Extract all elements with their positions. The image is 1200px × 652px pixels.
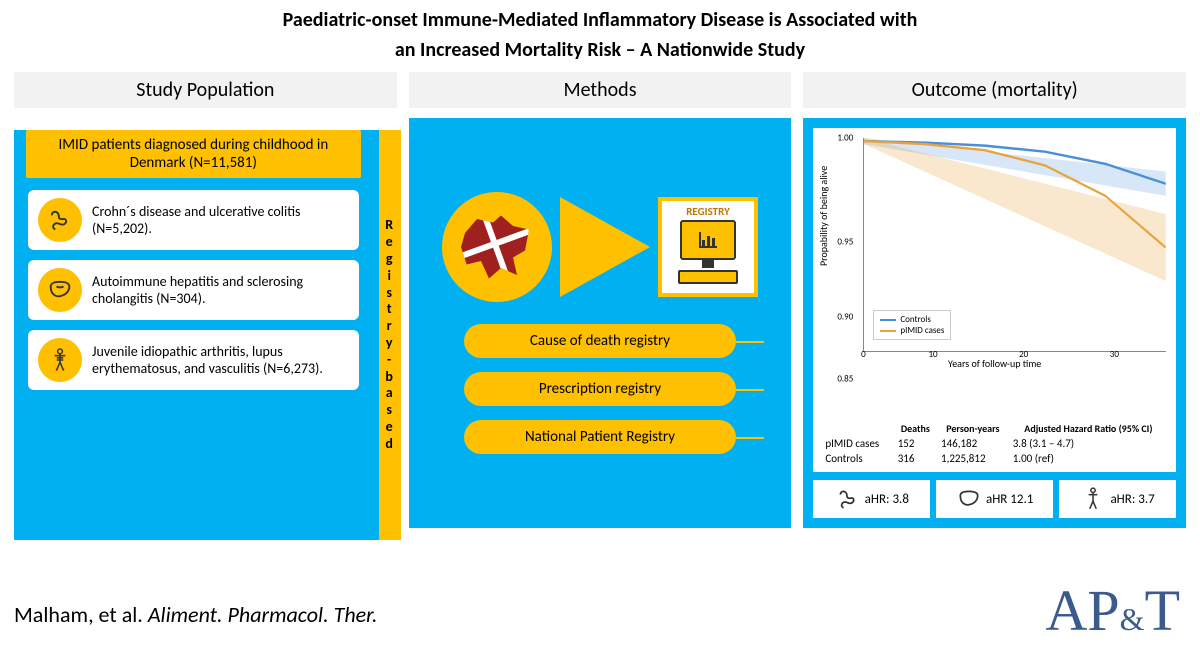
survival-chart: Propability of being alive 1.00 0.95 0.9… [813,128,1176,472]
citation-journal: Aliment. Pharmacol. Ther. [148,601,378,628]
ahr-row: aHR: 3.8 aHR 12.1 aHR: 3.7 [813,480,1176,518]
xtick: 10 [928,349,937,360]
header-methods: Methods [409,72,792,108]
panel-methods: REGISTRY Cause of death registry Prescri… [409,118,792,528]
legend-label: Controls [900,314,931,325]
ahr-label: aHR: 3.8 [865,492,909,507]
registry-flow: REGISTRY [419,192,782,302]
logo-amp: & [1120,601,1145,638]
xtick: 30 [1110,349,1119,360]
header-population: Study Population [14,72,397,108]
chart-ylabel: Propability of being alive [817,165,830,265]
ahr-box: aHR: 3.7 [1059,480,1176,518]
table-header: Deaths [894,421,937,436]
ahr-label: aHR 12.1 [986,492,1033,507]
ytick: 0.85 [837,374,853,385]
table-header [821,421,893,436]
liver-icon [956,486,982,512]
population-item: Crohn´s disease and ulcerative colitis (… [28,190,359,250]
table-cell: Controls [821,451,893,466]
ahr-label: aHR: 3.7 [1110,492,1154,507]
xtick: 0 [861,349,866,360]
ytick: 0.90 [837,312,853,323]
chart-xlabel: Years of follow-up time [948,357,1041,370]
intestine-icon [38,198,82,242]
ytick: 0.95 [837,236,853,247]
registry-based-strip: Registry-based [379,130,401,540]
registry-label: REGISTRY [686,205,730,218]
table-cell: 152 [894,436,937,451]
population-item-label: Autoimmune hepatitis and sclerosing chol… [92,273,349,308]
population-item-label: Crohn´s disease and ulcerative colitis (… [92,203,349,238]
title-line-2: an Increased Mortality Risk – A Nationwi… [0,32,1200,72]
citation: Malham, et al. Aliment. Pharmacol. Ther. [14,601,377,628]
outcome-table: Deaths Person-years Adjusted Hazard Rati… [821,421,1168,466]
legend-label: pIMID cases [900,325,944,336]
liver-icon [38,268,82,312]
table-row: pIMID cases 152 146,182 3.8 (3.1 – 4.7) [821,436,1168,451]
denmark-map-icon [442,192,552,302]
population-item: Juvenile idiopathic arthritis, lupus ery… [28,330,359,390]
population-item-label: Juvenile idiopathic arthritis, lupus ery… [92,343,349,378]
intestine-icon [835,486,861,512]
logo-a: A [1046,577,1088,644]
table-cell: 3.8 (3.1 – 4.7) [1009,436,1168,451]
population-item: Autoimmune hepatitis and sclerosing chol… [28,260,359,320]
panel-outcome: Propability of being alive 1.00 0.95 0.9… [803,118,1186,528]
table-cell: 316 [894,451,937,466]
logo-t: T [1145,577,1180,644]
panels-row: IMID patients diagnosed during childhood… [0,108,1200,528]
registry-pill: Cause of death registry [464,324,736,358]
chart-legend: Controls pIMID cases [873,310,951,340]
legend-swatch [880,319,896,321]
ytick: 1.00 [837,133,853,144]
table-cell: pIMID cases [821,436,893,451]
title-line-1: Paediatric-onset Immune-Mediated Inflamm… [0,0,1200,32]
ahr-box: aHR 12.1 [936,480,1053,518]
journal-logo: AP&T [1046,577,1180,644]
legend-swatch [880,330,896,332]
table-header: Adjusted Hazard Ratio (95% CI) [1009,421,1168,436]
registry-pill: National Patient Registry [464,420,736,454]
column-headers: Study Population Methods Outcome (mortal… [0,72,1200,108]
skeleton-icon [1080,486,1106,512]
table-cell: 146,182 [937,436,1009,451]
citation-authors: Malham, et al. [14,601,148,628]
registry-computer-icon: REGISTRY [658,197,758,297]
logo-p: P [1087,577,1119,644]
skeleton-icon [38,338,82,382]
ahr-box: aHR: 3.8 [813,480,930,518]
header-outcome: Outcome (mortality) [803,72,1186,108]
table-row: Controls 316 1,225,812 1.00 (ref) [821,451,1168,466]
table-cell: 1.00 (ref) [1009,451,1168,466]
population-banner: IMID patients diagnosed during childhood… [26,130,361,178]
table-cell: 1,225,812 [937,451,1009,466]
registry-pill: Prescription registry [464,372,736,406]
beam-icon [560,197,650,297]
panel-population: IMID patients diagnosed during childhood… [14,118,397,528]
table-header: Person-years [937,421,1009,436]
